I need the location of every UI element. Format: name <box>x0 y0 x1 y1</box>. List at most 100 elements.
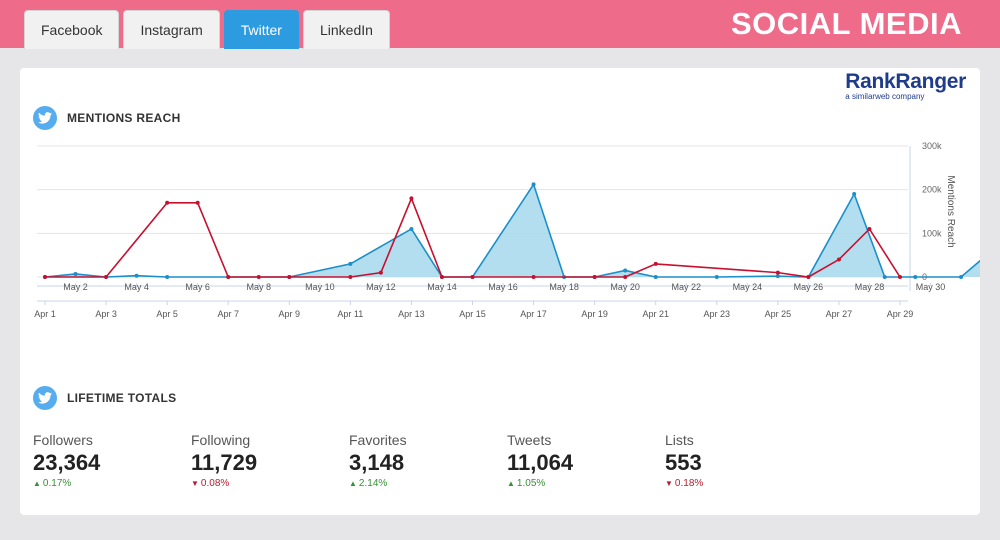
metric-label: Tweets <box>507 432 552 448</box>
metric-label: Favorites <box>349 432 407 448</box>
mentions-reach-title: MENTIONS REACH <box>67 111 181 125</box>
bottom-x-tick-label: Apr 21 <box>642 309 669 319</box>
tab-twitter[interactable]: Twitter <box>223 10 299 49</box>
bottom-x-tick-label: Apr 5 <box>156 309 178 319</box>
metric-value: 553 <box>665 450 702 475</box>
metric-following: Following 11,729 ▼ 0.08% <box>191 432 349 489</box>
data-point <box>806 275 811 279</box>
metric-change: ▲ 2.14% <box>349 478 507 489</box>
bottom-x-tick-label: Apr 7 <box>217 309 239 319</box>
data-point <box>714 275 719 279</box>
data-point <box>867 226 872 231</box>
data-point <box>165 275 170 279</box>
top-x-tick-label: May 24 <box>733 282 763 292</box>
bottom-x-tick-label: Apr 19 <box>581 309 608 319</box>
data-point <box>226 275 231 279</box>
report-card: RankRanger a similarweb company MENTIONS… <box>20 68 980 515</box>
metric-lists: Lists 553 ▼ 0.18% <box>665 432 823 489</box>
metric-label: Following <box>191 432 251 448</box>
y-tick-label: 300k <box>922 141 942 151</box>
data-point <box>378 270 383 275</box>
metric-change: ▼ 0.08% <box>191 478 349 489</box>
lifetime-totals-title: LIFETIME TOTALS <box>67 391 177 405</box>
y-tick-label: 100k <box>922 228 942 238</box>
brand-logo: RankRanger a similarweb company <box>845 70 966 101</box>
data-point <box>348 261 353 266</box>
series-line-blue <box>44 182 980 278</box>
mentions-header: MENTIONS REACH <box>33 106 181 130</box>
down-arrow-icon: ▼ <box>665 479 673 488</box>
metric-change-value: 0.18% <box>674 478 704 489</box>
top-x-tick-label: May 16 <box>488 282 518 292</box>
data-point <box>913 275 918 279</box>
data-point <box>775 274 780 279</box>
data-point <box>531 182 536 187</box>
data-point <box>73 271 78 276</box>
down-arrow-icon: ▼ <box>191 479 199 488</box>
top-bar: Facebook Instagram Twitter LinkedIn SOCI… <box>0 0 1000 49</box>
metric-change-value: 1.05% <box>516 478 546 489</box>
data-point <box>775 270 780 275</box>
metric-change: ▼ 0.18% <box>665 478 823 489</box>
data-point <box>104 275 109 279</box>
bottom-x-tick-label: Apr 25 <box>765 309 792 319</box>
top-x-tick-label: May 28 <box>855 282 885 292</box>
data-point <box>409 196 414 201</box>
data-point <box>165 200 170 205</box>
bottom-x-tick-label: Apr 29 <box>887 309 914 319</box>
bottom-x-tick-label: Apr 3 <box>95 309 117 319</box>
data-point <box>195 200 200 205</box>
data-point <box>653 275 658 279</box>
tab-facebook[interactable]: Facebook <box>24 10 120 49</box>
data-point <box>592 275 597 279</box>
metric-value: 23,364 <box>33 450 101 475</box>
data-point <box>623 268 628 273</box>
up-arrow-icon: ▲ <box>33 479 41 488</box>
metric-favorites: Favorites 3,148 ▲ 2.14% <box>349 432 507 489</box>
top-x-tick-label: May 4 <box>124 282 149 292</box>
up-arrow-icon: ▲ <box>507 479 515 488</box>
top-x-tick-label: May 26 <box>794 282 824 292</box>
data-point <box>653 261 658 266</box>
metrics-row: Followers 23,364 ▲ 0.17% Following 11,729… <box>33 432 823 489</box>
metric-value: 3,148 <box>349 450 405 475</box>
metric-value: 11,729 <box>191 450 258 475</box>
metric-change: ▲ 1.05% <box>507 478 665 489</box>
top-x-tick-label: May 2 <box>63 282 88 292</box>
top-x-tick-label: May 30 <box>916 282 946 292</box>
metric-value: 11,064 <box>507 450 574 475</box>
metric-label: Lists <box>665 432 694 448</box>
data-point <box>898 275 902 279</box>
top-x-tick-label: May 14 <box>427 282 457 292</box>
bottom-x-tick-label: Apr 17 <box>520 309 547 319</box>
metric-change: ▲ 0.17% <box>33 478 191 489</box>
data-point <box>439 275 444 279</box>
series-area-fill <box>45 184 980 277</box>
bottom-x-tick-label: Apr 27 <box>826 309 853 319</box>
data-point <box>287 275 292 279</box>
data-point <box>882 275 887 279</box>
tab-instagram[interactable]: Instagram <box>123 10 220 49</box>
bottom-x-tick-label: Apr 15 <box>459 309 486 319</box>
data-point <box>348 275 353 279</box>
series-line-red <box>45 196 901 278</box>
y-tick-label: 200k <box>922 185 942 195</box>
data-point <box>836 257 841 262</box>
top-x-tick-label: May 8 <box>246 282 271 292</box>
data-point <box>470 275 475 279</box>
y-axis-title: Mentions Reach <box>945 175 956 247</box>
data-point <box>409 226 414 231</box>
top-x-tick-label: May 18 <box>549 282 579 292</box>
metric-change-value: 0.17% <box>42 478 72 489</box>
data-point <box>256 275 261 279</box>
up-arrow-icon: ▲ <box>349 479 357 488</box>
totals-header: LIFETIME TOTALS <box>33 386 176 410</box>
metric-change-value: 2.14% <box>358 478 388 489</box>
tab-linkedin[interactable]: LinkedIn <box>302 10 390 49</box>
data-point <box>623 275 628 279</box>
metric-change-value: 0.08% <box>200 478 230 489</box>
data-point <box>531 275 536 279</box>
logo-main-text: RankRanger <box>845 70 966 93</box>
data-point <box>852 192 857 197</box>
